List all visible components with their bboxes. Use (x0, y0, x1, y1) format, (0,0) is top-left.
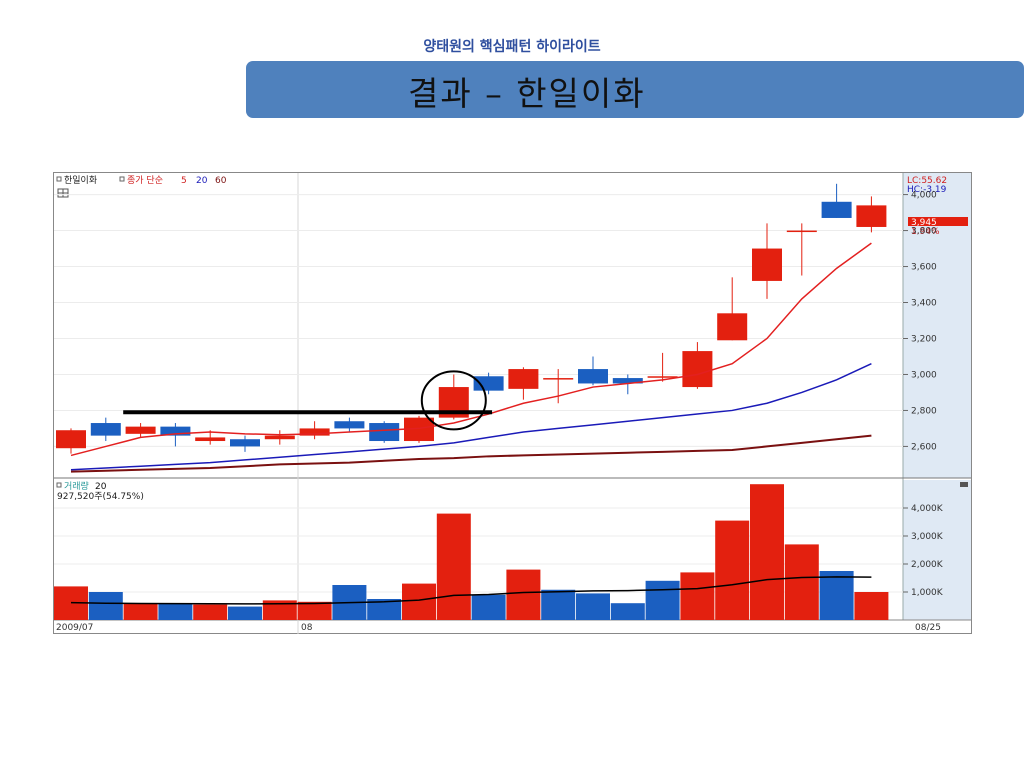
title-banner: 결과 – 한일이화 (246, 61, 1024, 118)
ma-period-5: 5 (181, 176, 187, 186)
x-label-right: 08/25 (915, 623, 941, 633)
candle-body (369, 423, 400, 442)
candle-body (299, 428, 330, 436)
candle-body (647, 376, 678, 378)
change-label: 1.94% (911, 227, 940, 237)
volume-bar (193, 604, 228, 620)
candle-body (717, 313, 748, 341)
volume-tick-label: 2,000K (911, 560, 944, 570)
volume-bar (158, 603, 193, 620)
candle-body (264, 435, 295, 440)
candle-body (195, 437, 226, 442)
volume-layer (54, 484, 889, 620)
ma-label[interactable]: 종가 단순 (127, 175, 163, 186)
volume-bar (854, 592, 889, 620)
ma-period-20: 20 (196, 176, 208, 186)
volume-marker-icon (56, 482, 62, 488)
volume-bar (402, 583, 436, 620)
price-tick-label: 2,600 (911, 442, 937, 452)
volume-bar (436, 513, 471, 620)
volume-tick-label: 3,000K (911, 532, 944, 542)
ma20-line (70, 362, 872, 471)
candle-body (543, 378, 574, 380)
x-label-left: 2009/07 (56, 623, 93, 633)
candle-body (821, 201, 852, 218)
candle-body (856, 205, 887, 227)
ma5-line (70, 242, 872, 457)
volume-bar (750, 484, 784, 620)
volume-bar (715, 520, 750, 620)
candle-body (578, 369, 608, 384)
price-tick-label: 3,800 (911, 227, 937, 237)
candle-body (56, 430, 86, 449)
lc-label: LC:55.62 (907, 176, 947, 186)
candle-body (404, 417, 434, 442)
volume-bar (645, 580, 680, 620)
overlay-layer (123, 370, 493, 431)
candle-body (682, 351, 713, 388)
volume-bar (610, 603, 645, 620)
volume-title[interactable]: 거래량 (64, 480, 89, 492)
volume-bar (123, 603, 158, 620)
panel-marker-icon (56, 176, 62, 182)
ma-period-60: 60 (215, 176, 227, 186)
candle-body (752, 248, 782, 281)
volume-info: 927,520주(54.75%) (57, 491, 144, 502)
breakout-circle (420, 370, 487, 431)
volume-bar (262, 600, 297, 620)
stock-chart: 2009/07 08 08/25 한일이화 종가 단순 5 20 60 LC:5… (53, 172, 972, 634)
candle-body (230, 439, 260, 447)
panel-menu-icon[interactable] (960, 482, 968, 487)
volume-period: 20 (95, 482, 107, 492)
price-layer (56, 183, 887, 473)
candle-body (125, 426, 156, 434)
price-tick-label: 3,400 (911, 299, 937, 309)
current-price-label: 3,945 (911, 218, 937, 228)
volume-bar (506, 569, 541, 620)
price-tick-label: 3,200 (911, 334, 937, 344)
x-label-mid: 08 (301, 623, 313, 633)
slide-title: 결과 – 한일이화 (408, 74, 646, 113)
candle-body (160, 426, 191, 436)
slide-subtitle: 양태원의 핵심패턴 하이라이트 (423, 39, 601, 55)
price-tick-label: 3,000 (911, 370, 937, 380)
volume-bar (471, 594, 506, 620)
volume-bar (541, 589, 576, 620)
volume-bar (88, 592, 123, 620)
current-price-badge (908, 217, 968, 226)
candle-body (508, 369, 539, 389)
hc-label: HC:-3.19 (907, 185, 947, 195)
volume-axis-bg (903, 480, 971, 620)
candle-body (90, 423, 121, 436)
volume-tick-label: 4,000K (911, 504, 944, 514)
volume-bar (228, 606, 262, 620)
candle-body (612, 378, 643, 384)
candle-body (786, 230, 817, 233)
indicator-marker-icon (119, 176, 125, 182)
price-tick-label: 2,800 (911, 406, 937, 416)
ma60-line (70, 434, 872, 473)
stock-name[interactable]: 한일이화 (64, 175, 97, 186)
volume-bar (367, 599, 402, 620)
price-tick-label: 4,000 (911, 191, 937, 201)
volume-bar (819, 571, 854, 620)
volume-bar (680, 572, 715, 620)
volume-bar (576, 593, 610, 620)
candle-body (334, 421, 365, 429)
price-tick-label: 3,600 (911, 263, 937, 273)
volume-bar (297, 601, 332, 620)
grid-toggle-icon[interactable] (57, 188, 69, 198)
candle-body (473, 376, 504, 391)
volume-bar (784, 544, 819, 620)
volume-ma-line (70, 576, 872, 605)
volume-tick-label: 1,000K (911, 588, 944, 598)
